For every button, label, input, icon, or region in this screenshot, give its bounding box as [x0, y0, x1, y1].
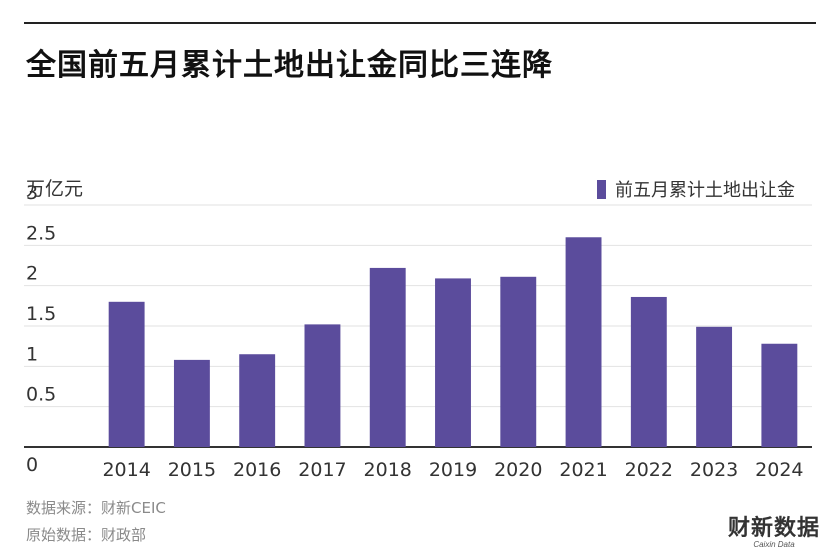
bar-2021	[565, 237, 602, 447]
bar-2019	[435, 278, 471, 447]
y-tick-label: 1	[26, 343, 38, 365]
logo-subtext: Caixin Data	[753, 540, 795, 549]
x-tick-label: 2014	[102, 459, 150, 481]
bars	[108, 237, 798, 447]
bar-2018	[369, 267, 406, 447]
bar-2015	[173, 359, 210, 447]
grid-lines	[24, 204, 812, 448]
bar-2020	[500, 276, 537, 447]
bar-2014	[108, 301, 145, 447]
legend-swatch	[597, 179, 606, 199]
x-tick-label: 2024	[755, 459, 803, 481]
x-tick-label: 2015	[168, 459, 216, 481]
bar-2022	[630, 296, 667, 447]
caixin-data-logo: 财新数据 Caixin Data	[728, 510, 820, 549]
chart-title: 全国前五月累计土地出让金同比三连降	[26, 48, 553, 83]
x-tick-label: 2020	[494, 459, 542, 481]
y-tick-label: 0.5	[26, 384, 56, 406]
y-axis-unit-label: 万亿元	[26, 178, 84, 200]
x-tick-label: 2021	[559, 459, 607, 481]
top-rule	[24, 22, 816, 24]
x-tick-label: 2023	[690, 459, 738, 481]
bar-2016	[239, 354, 276, 447]
x-tick-labels: 2014 2015 2016 2017 2018 2019 2020 2021 2022 2023…	[102, 459, 803, 481]
y-tick-labels: 0 0.5 1 1.5 2 2.5 3	[26, 182, 56, 476]
y-tick-label: 3	[26, 182, 38, 204]
x-tick-label: 2017	[298, 459, 346, 481]
original-data-source: 原始数据：财政部	[26, 526, 147, 544]
y-tick-label: 1.5	[26, 303, 56, 325]
x-tick-label: 2019	[429, 459, 477, 481]
data-source: 数据来源：财新CEIC	[26, 499, 166, 517]
bar-2023	[696, 326, 733, 447]
x-tick-label: 2018	[364, 459, 412, 481]
x-tick-label: 2022	[625, 459, 673, 481]
bar-2024	[761, 343, 798, 447]
x-tick-label: 2016	[233, 459, 281, 481]
logo-text: 财新数据	[728, 516, 821, 541]
bar-2017	[304, 324, 341, 447]
legend-label: 前五月累计土地出让金	[615, 180, 795, 201]
legend: 前五月累计土地出让金	[597, 176, 795, 202]
y-tick-label: 2	[26, 263, 38, 285]
y-tick-label: 2.5	[26, 222, 56, 244]
y-tick-label: 0	[26, 454, 38, 476]
